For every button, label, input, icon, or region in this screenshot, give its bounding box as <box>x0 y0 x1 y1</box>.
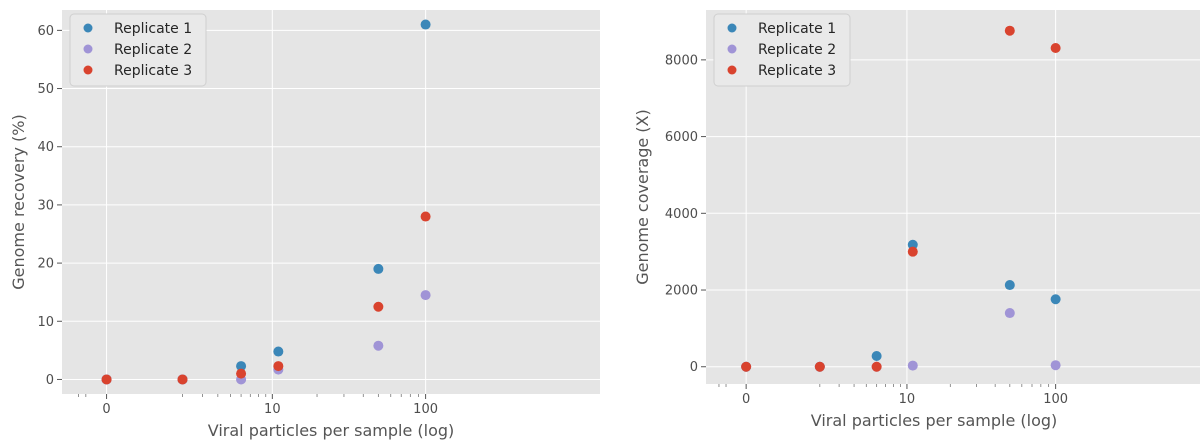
y-tick-label: 2000 <box>665 284 698 299</box>
x-tick-label: 100 <box>413 402 438 417</box>
y-tick-label: 60 <box>37 24 54 39</box>
legend-marker <box>83 65 93 75</box>
data-point-replicate-1 <box>420 19 431 30</box>
legend: Replicate 1 Replicate 2 Replicate 3 <box>69 13 207 87</box>
x-axis-label: Viral particles per sample (log) <box>208 421 455 440</box>
data-point-replicate-3 <box>907 246 918 257</box>
x-tick-label: 10 <box>264 402 281 417</box>
y-tick-label: 0 <box>46 373 54 388</box>
data-points <box>741 25 1061 372</box>
data-point-replicate-3 <box>236 368 247 379</box>
legend-marker <box>727 44 737 54</box>
legend: Replicate 1 Replicate 2 Replicate 3 <box>713 13 851 87</box>
data-point-replicate-3 <box>741 361 752 372</box>
genome-coverage-chart: 0 10 100 0 2000 4000 6000 8000 Viral particles p… <box>633 10 1200 430</box>
data-point-replicate-2 <box>1050 360 1061 371</box>
series-replicate-3 <box>741 25 1061 372</box>
y-tick-label: 30 <box>37 198 54 213</box>
legend-box <box>69 13 207 87</box>
data-point-replicate-1 <box>907 239 918 250</box>
y-axis-label: Genome recovery (%) <box>9 114 28 289</box>
legend-marker <box>83 44 93 54</box>
series-replicate-3 <box>101 211 431 385</box>
x-tick-label: 100 <box>1043 392 1068 407</box>
data-point-replicate-3 <box>373 301 384 312</box>
legend-marker <box>727 23 737 33</box>
y-tick-label: 50 <box>37 82 54 97</box>
y-tick-label: 20 <box>37 257 54 272</box>
x-tick-label: 10 <box>899 392 916 407</box>
data-point-replicate-1 <box>273 346 284 357</box>
genome-recovery-chart: 0 10 100 0 10 20 30 40 50 60 Viral particles per s… <box>9 10 600 440</box>
y-axis-label: Genome coverage (X) <box>633 109 652 285</box>
data-point-replicate-2 <box>373 340 384 351</box>
y-tick-label: 0 <box>690 360 698 375</box>
data-point-replicate-3 <box>101 374 112 385</box>
data-point-replicate-1 <box>1004 280 1015 291</box>
data-point-replicate-3 <box>814 361 825 372</box>
data-point-replicate-1 <box>373 263 384 274</box>
data-point-replicate-2 <box>907 360 918 371</box>
y-tick-label: 8000 <box>665 53 698 68</box>
data-point-replicate-3 <box>871 361 882 372</box>
legend-label: Replicate 1 <box>114 21 192 37</box>
y-tick-label: 10 <box>37 315 54 330</box>
data-point-replicate-2 <box>420 290 431 301</box>
data-point-replicate-3 <box>273 361 284 372</box>
data-point-replicate-2 <box>1004 308 1015 319</box>
legend-label: Replicate 1 <box>758 21 836 37</box>
legend-label: Replicate 2 <box>758 42 836 58</box>
legend-label: Replicate 3 <box>114 63 192 79</box>
data-point-replicate-3 <box>177 374 188 385</box>
y-tick-label: 6000 <box>665 130 698 145</box>
legend-label: Replicate 2 <box>114 42 192 58</box>
x-tick-label: 0 <box>102 402 110 417</box>
data-point-replicate-3 <box>420 211 431 222</box>
data-point-replicate-3 <box>1004 25 1015 36</box>
x-axis-label: Viral particles per sample (log) <box>811 411 1058 430</box>
data-point-replicate-1 <box>871 350 882 361</box>
legend-marker <box>83 23 93 33</box>
x-tick-label: 0 <box>742 392 750 407</box>
data-point-replicate-3 <box>1050 42 1061 53</box>
data-point-replicate-1 <box>236 361 247 372</box>
y-tick-label: 4000 <box>665 207 698 222</box>
legend-box <box>713 13 851 87</box>
y-tick-label: 40 <box>37 140 54 155</box>
data-points <box>101 19 431 385</box>
legend-marker <box>727 65 737 75</box>
legend-label: Replicate 3 <box>758 63 836 79</box>
grid <box>62 10 600 394</box>
data-point-replicate-1 <box>1050 294 1061 305</box>
